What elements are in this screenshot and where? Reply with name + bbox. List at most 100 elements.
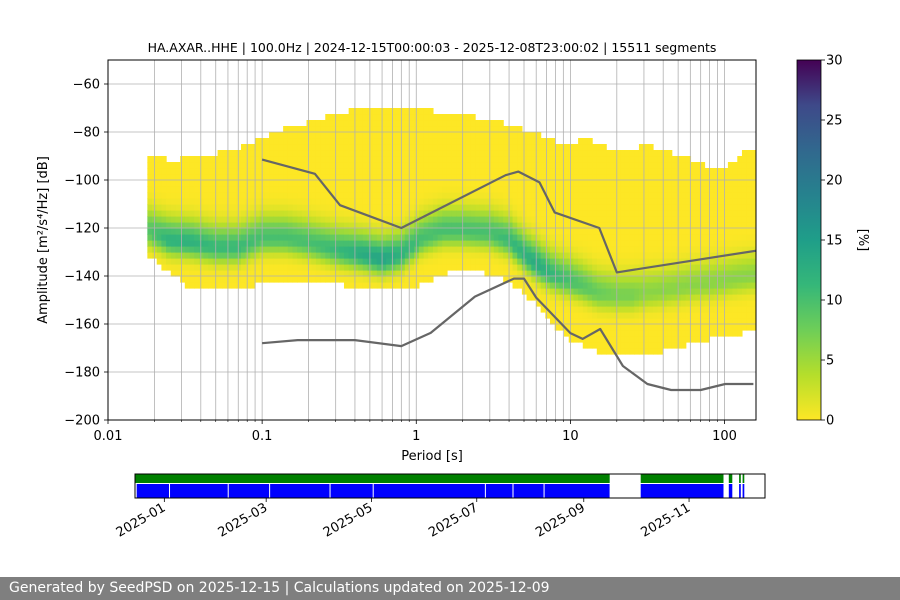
heatmap-cell [671, 270, 677, 277]
heatmap-cell [358, 198, 364, 205]
heatmap-cell [620, 294, 626, 301]
heatmap-cell [662, 306, 668, 313]
heatmap-cell [470, 186, 476, 193]
heatmap-cell [432, 114, 439, 121]
heatmap-cell [325, 234, 331, 241]
heatmap-cell [400, 246, 406, 253]
heatmap-cell [629, 246, 635, 253]
heatmap-cell [203, 198, 209, 205]
heatmap-cell [484, 204, 490, 211]
heatmap-cell [713, 198, 720, 205]
heatmap-cell [746, 246, 752, 253]
heatmap-cell [390, 240, 397, 247]
heatmap-cell [240, 150, 247, 157]
heatmap-cell [531, 222, 537, 229]
heatmap-cell [208, 234, 214, 241]
heatmap-cell [517, 186, 523, 193]
heatmap-cell [381, 132, 387, 139]
heatmap-cell [573, 144, 579, 151]
heatmap-cell [404, 216, 411, 223]
heatmap-cell [507, 264, 514, 271]
heatmap-cell [704, 306, 710, 313]
heatmap-cell [475, 150, 481, 157]
heatmap-cell [451, 174, 457, 181]
heatmap-cell [592, 246, 598, 253]
heatmap-cell [741, 150, 748, 157]
heatmap-cell [442, 204, 448, 211]
heatmap-cell [554, 192, 560, 199]
heatmap-cell [554, 228, 560, 235]
heatmap-cell [170, 186, 177, 193]
heatmap-cell [409, 180, 415, 187]
heatmap-cell [334, 270, 340, 277]
heatmap-cell [517, 204, 523, 211]
heatmap-cell [657, 264, 663, 271]
heatmap-cell [671, 192, 677, 199]
heatmap-cell [526, 144, 532, 151]
heatmap-cell [732, 210, 738, 217]
heatmap-cell [147, 174, 153, 181]
heatmap-cell [222, 258, 228, 265]
heatmap-cell [329, 168, 336, 175]
heatmap-cell [320, 150, 326, 157]
heatmap-cell [638, 192, 645, 199]
heatmap-cell [657, 330, 663, 337]
heatmap-cell [638, 306, 645, 313]
heatmap-cell [507, 162, 514, 169]
heatmap-cell [638, 198, 645, 205]
heatmap-cell [695, 282, 701, 289]
heatmap-cell [465, 204, 471, 211]
heatmap-cell [727, 294, 734, 301]
heatmap-cell [718, 210, 724, 217]
heatmap-cell [709, 240, 715, 247]
heatmap-cell [311, 150, 317, 157]
heatmap-cell [348, 114, 354, 121]
heatmap-cell [737, 300, 743, 307]
heatmap-cell [503, 156, 509, 163]
heatmap-cell [175, 234, 181, 241]
heatmap-cell [203, 186, 209, 193]
heatmap-cell [723, 330, 729, 337]
heatmap-cell [283, 228, 289, 235]
heatmap-cell [606, 162, 612, 169]
heatmap-cell [699, 216, 706, 223]
heatmap-cell [573, 282, 579, 289]
heatmap-cell [578, 204, 584, 211]
heatmap-cell [751, 162, 756, 169]
heatmap-cell [718, 306, 724, 313]
heatmap-cell [615, 228, 621, 235]
heatmap-cell [620, 186, 626, 193]
heatmap-cell [484, 216, 490, 223]
heatmap-cell [559, 162, 565, 169]
heatmap-cell [184, 228, 191, 235]
heatmap-cell [624, 216, 631, 223]
heatmap-cell [287, 198, 294, 205]
heatmap-cell [568, 192, 574, 199]
heatmap-cell [578, 168, 584, 175]
heatmap-cell [147, 204, 153, 211]
heatmap-cell [498, 138, 504, 145]
heatmap-cell [568, 246, 574, 253]
heatmap-cell [236, 258, 242, 265]
heatmap-cell [610, 336, 617, 343]
heatmap-cell [699, 180, 706, 187]
heatmap-cell [568, 270, 574, 277]
heatmap-cell [432, 264, 439, 271]
heatmap-cell [161, 216, 167, 223]
heatmap-cell [657, 210, 663, 217]
heatmap-cell [512, 264, 518, 271]
heatmap-cell [395, 180, 401, 187]
heatmap-cell [559, 312, 565, 319]
heatmap-cell [283, 132, 289, 139]
heatmap-cell [395, 246, 401, 253]
heatmap-cell [236, 186, 242, 193]
heatmap-cell [381, 138, 387, 145]
heatmap-cell [713, 246, 720, 253]
heatmap-cell [245, 198, 251, 205]
heatmap-cell [325, 120, 331, 127]
heatmap-cell [475, 144, 481, 151]
heatmap-cell [535, 180, 542, 187]
heatmap-cell [493, 186, 500, 193]
heatmap-cell [535, 282, 542, 289]
heatmap-cell [395, 132, 401, 139]
